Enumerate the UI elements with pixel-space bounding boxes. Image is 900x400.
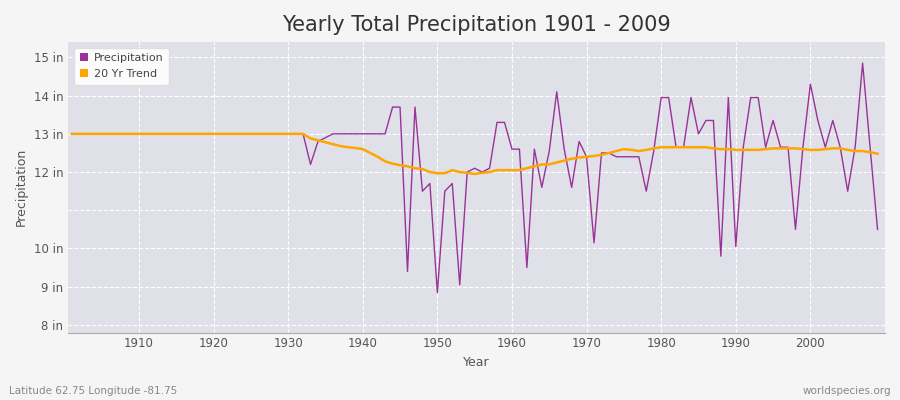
Title: Yearly Total Precipitation 1901 - 2009: Yearly Total Precipitation 1901 - 2009 <box>282 15 670 35</box>
Legend: Precipitation, 20 Yr Trend: Precipitation, 20 Yr Trend <box>74 48 169 84</box>
Text: Latitude 62.75 Longitude -81.75: Latitude 62.75 Longitude -81.75 <box>9 386 177 396</box>
Y-axis label: Precipitation: Precipitation <box>15 148 28 226</box>
X-axis label: Year: Year <box>464 356 490 369</box>
Text: worldspecies.org: worldspecies.org <box>803 386 891 396</box>
